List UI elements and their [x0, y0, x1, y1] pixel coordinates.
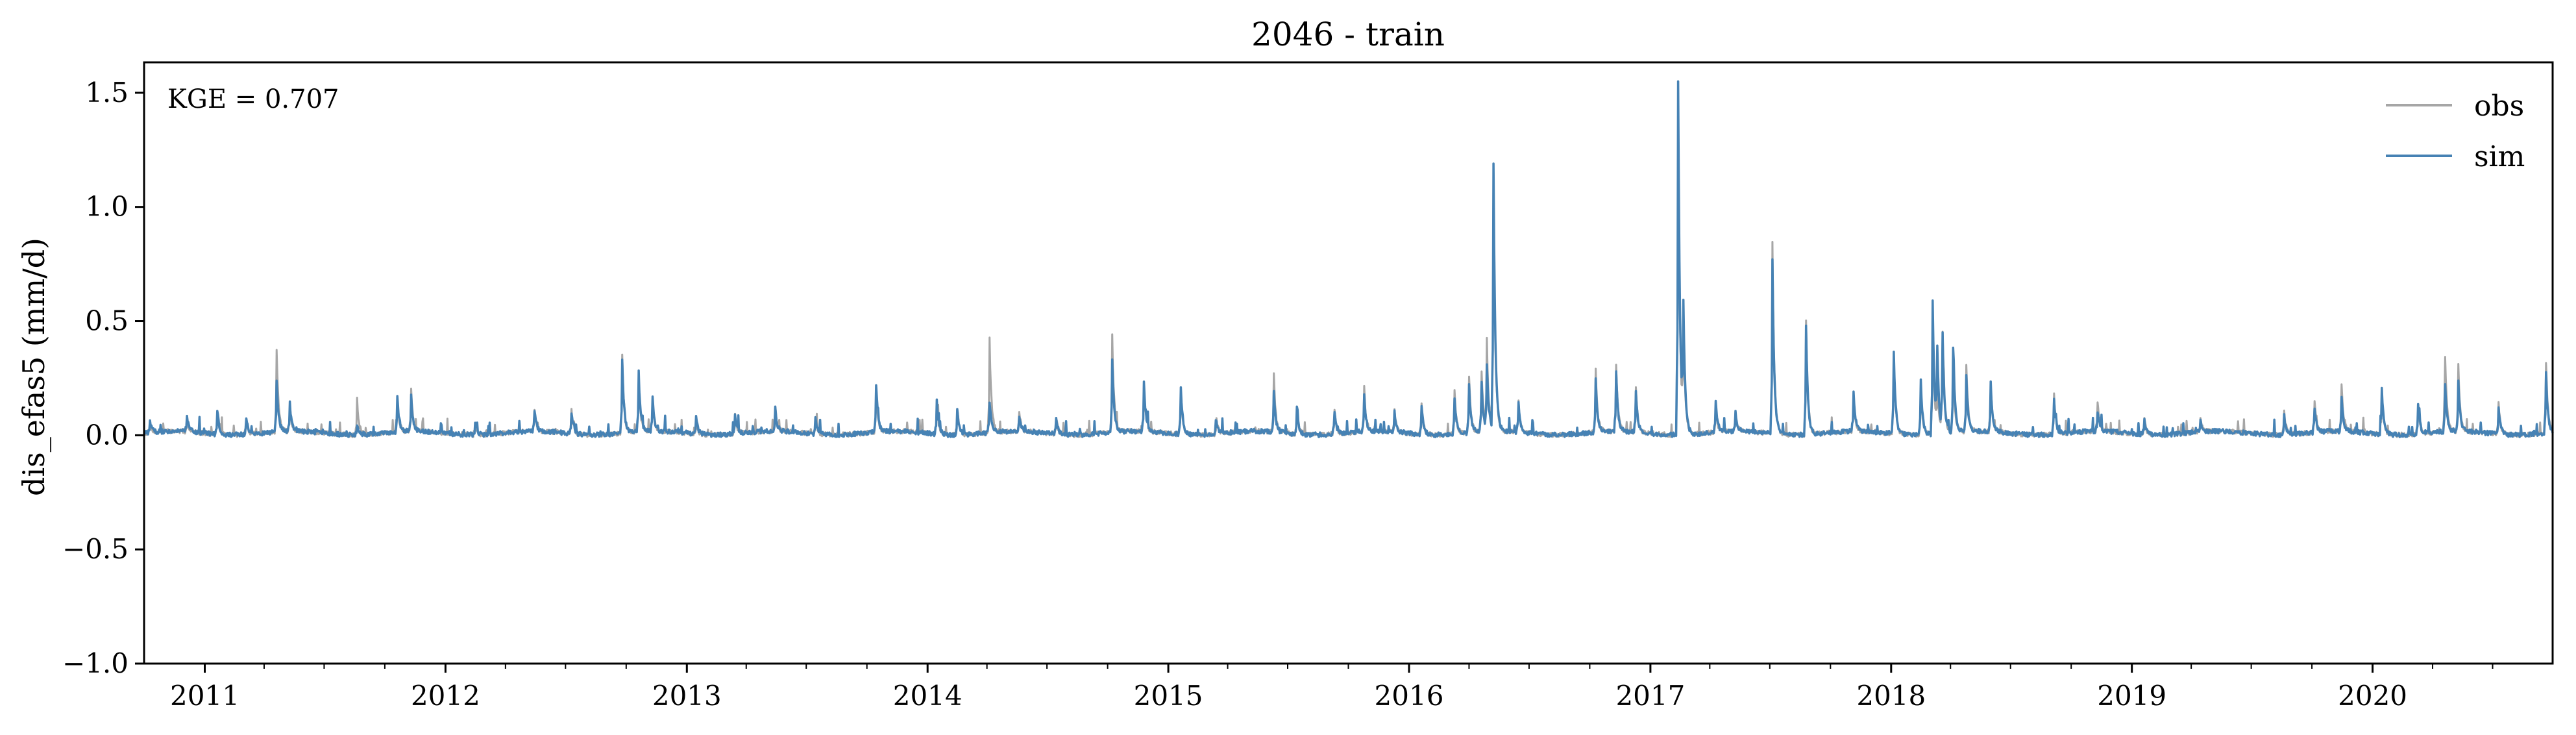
y-axis: −1.0 −0.5 0.0 0.5 1.0 1.5	[62, 77, 144, 679]
x-tick-label: 2013	[652, 680, 722, 712]
legend-obs-label: obs	[2474, 90, 2524, 123]
x-tick-label: 2020	[2338, 680, 2407, 712]
y-tick-label: 1.0	[85, 191, 129, 223]
x-axis: 2011 2012 2013 2014 2015 2016 2017 2018 2019 2020	[170, 664, 2494, 712]
legend: obs sim	[2386, 90, 2525, 173]
y-tick-label: 0.5	[85, 305, 129, 337]
kge-annotation: KGE = 0.707	[167, 84, 339, 114]
x-tick-label: 2014	[893, 680, 963, 712]
y-tick-label: 1.5	[85, 77, 129, 108]
chart-title: 2046 - train	[1251, 16, 1445, 53]
y-axis-label: dis_efas5 (mm/d)	[16, 238, 51, 496]
x-tick-label: 2016	[1375, 680, 1444, 712]
y-tick-label: −0.5	[62, 533, 129, 565]
x-tick-label: 2012	[411, 680, 480, 712]
plot-series	[143, 80, 2554, 438]
x-tick-label: 2015	[1134, 680, 1203, 712]
x-tick-label: 2018	[1856, 680, 1926, 712]
y-tick-label: 0.0	[85, 419, 129, 451]
x-tick-label: 2017	[1615, 680, 1685, 712]
legend-sim-label: sim	[2474, 140, 2525, 173]
y-tick-label: −1.0	[62, 647, 129, 679]
sim-series-line	[143, 80, 2554, 438]
x-tick-label: 2011	[170, 680, 239, 712]
x-tick-label: 2019	[2097, 680, 2166, 712]
